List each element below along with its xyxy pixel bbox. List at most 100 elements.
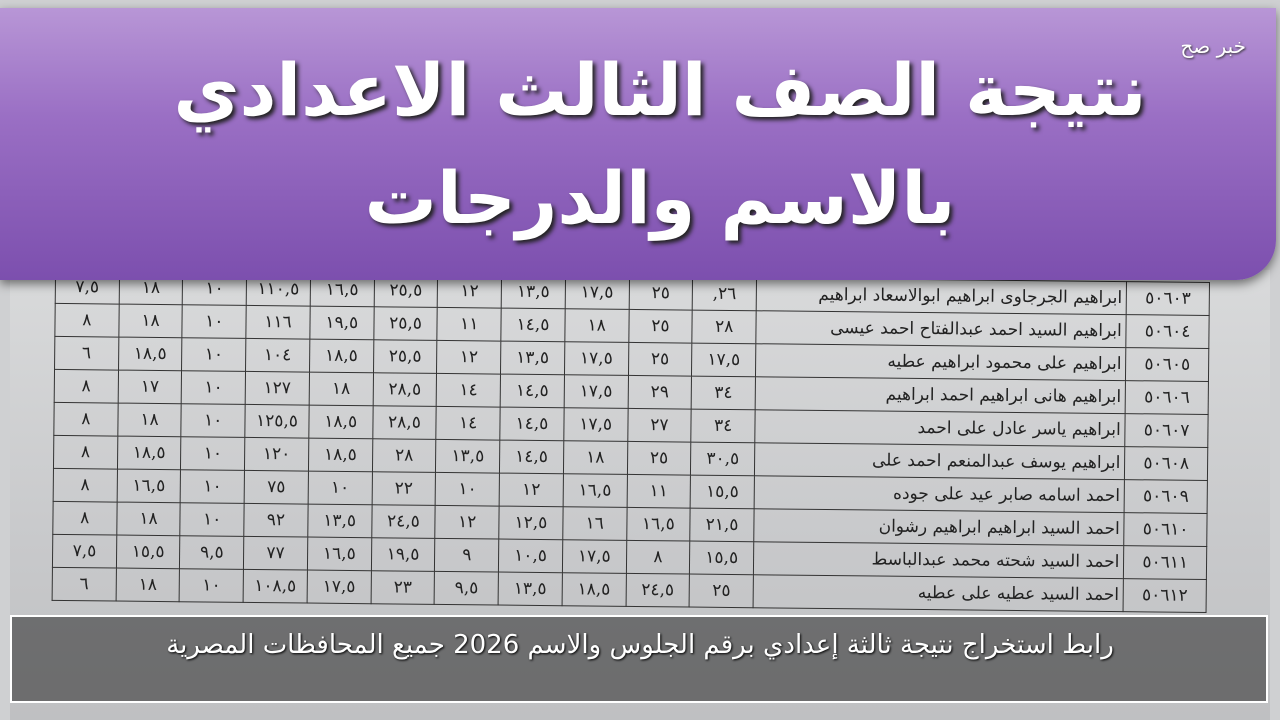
score-cell: ١٧,٥ [565,275,630,310]
score-cell: ١٠ [180,469,245,504]
score-cell: ٢٨,٥ [372,372,437,407]
score-cell: ١٢ [435,505,500,540]
score-cell: ١٣,٥ [501,275,566,309]
score-cell: ٢٥ [627,441,692,476]
score-cell: ١٢٥,٥ [244,404,310,439]
score-cell: ١٧,٥ [564,341,629,376]
score-cell: ١٨,٥ [309,339,374,373]
score-cell: ٩ [434,538,499,573]
score-cell: ٢٣ [370,570,435,605]
score-cell: ١٠,٥ [498,539,563,573]
seat-number: ٥٠٦٠٤ [1126,314,1210,349]
score-cell: ١٥,٥ [689,541,754,575]
seat-number: ٥٠٦٠٩ [1124,479,1208,514]
score-cell: ١٢ [499,473,564,507]
score-cell: ١٠ [181,337,246,372]
score-cell: ١٠ [181,403,246,438]
score-cell: ٢٥ [628,309,693,344]
score-cell: ١٦ [562,506,627,541]
score-cell: ١٠٨,٥ [243,569,308,604]
score-cell: ٣٤ [691,409,756,443]
score-cell: ٨ [53,402,118,437]
score-cell: ١١ [437,307,502,342]
seat-number: ٥٠٦٠٣ [1126,281,1210,316]
score-cell: ١٤,٥ [500,308,566,342]
score-cell: ١٧,٥ [563,374,629,409]
student-name: احمد السيد ابراهيم ابراهيم رشوان [753,508,1125,546]
student-name: احمد السيد شحته محمد عبدالباسط [753,541,1125,579]
score-cell: ١٤,٥ [499,440,564,474]
score-cell: ١٣,٥ [500,341,565,375]
grades-table: ٥٠٦٠٣ ابراهيم الجرجاوى ابراهيم ابوالاسعاد… [52,270,1210,613]
watermark: خبر صح [1180,34,1246,58]
score-cell: ٩٢ [243,503,309,538]
score-cell: ١٧ [117,370,182,404]
score-cell: ٢٥,٥ [373,306,438,341]
score-cell: ٢٨ [692,310,757,344]
student-name: ابراهيم على محمود ابراهيم عطيه [755,343,1127,381]
score-cell: ١٥,٥ [690,475,755,509]
seat-number: ٥٠٦٠٨ [1124,446,1208,481]
score-cell: ٨ [53,435,118,470]
score-cell: ٢٥,٥ [373,339,438,374]
score-cell: ٨ [625,540,691,575]
score-cell: ٨ [54,303,119,338]
score-cell: ١٠ [182,304,247,339]
score-cell: ٧٧ [243,536,308,571]
score-cell: ٢٥ [689,574,754,608]
title-banner: خبر صح نتيجة الصف الثالث الاعدادي بالاسم… [0,8,1276,280]
score-cell: ١٣,٥ [307,504,372,538]
score-cell: ١٠ [435,472,500,507]
score-cell: ١٨,٥ [308,405,373,439]
score-cell: ١٠ [181,370,246,405]
score-cell: ١٠ [179,568,244,603]
score-cell: ١٠ [180,436,245,471]
student-name: ابراهيم هانى ابراهيم احمد ابراهيم [755,376,1126,414]
title-line: نتيجة الصف الثالث الاعدادي [173,48,1147,132]
score-cell: ١٧,٥ [563,407,628,442]
student-name: احمد اسامه صابر عيد على جوده [754,475,1125,513]
score-cell: ١٨ [115,568,180,602]
score-cell: ١٢,٥ [498,506,563,540]
score-cell: ١٠٤ [245,338,310,373]
score-cell: ٨ [54,369,119,404]
seat-number: ٥٠٦١١ [1123,545,1207,580]
score-cell: ١٤ [436,373,501,408]
score-cell: ٢٨ [372,438,437,473]
score-cell: ٩,٥ [434,571,499,606]
student-name: ابراهيم السيد احمد عبدالفتاح احمد عيسى [755,310,1127,348]
score-cell: ١١٦ [245,305,311,340]
score-cell: ١٨ [564,308,629,343]
score-cell: ٢٥ [628,342,693,377]
score-cell: ١٨ [118,304,183,338]
score-cell: ١٨,٥ [308,438,373,472]
score-cell: ٦ [54,336,119,371]
table-body: ٥٠٦٠٣ ابراهيم الجرجاوى ابراهيم ابوالاسعاد… [52,270,1210,613]
score-cell: ١٦,٥ [626,507,691,542]
score-cell: ٢٦, [692,277,757,311]
score-cell: ٧٥ [244,470,309,505]
score-cell: ١١ [626,474,691,509]
score-cell: ١٣,٥ [498,572,563,606]
score-cell: ١٢٧ [245,371,310,406]
score-cell: ١٠ [180,502,245,537]
score-cell: ١٦,٥ [562,473,628,508]
score-cell: ٨ [52,501,117,536]
score-cell: ١٥,٥ [116,535,181,569]
score-cell: ١٦,٥ [307,537,372,571]
score-cell: ٢٧ [627,408,692,443]
score-cell: ١٩,٥ [309,306,374,340]
score-cell: ٢٤,٥ [625,573,690,608]
seat-number: ٥٠٦٠٦ [1125,380,1209,415]
score-cell: ١٣,٥ [435,439,500,474]
score-cell: ٢٨,٥ [372,405,437,440]
score-cell: ٣٠,٥ [690,442,755,476]
score-cell: ٢٩ [627,375,692,410]
score-cell: ١٢٠ [244,437,309,472]
score-cell: ٧,٥ [52,534,117,569]
score-cell: ١٧,٥ [691,343,756,377]
score-cell: ١٨,٥ [117,436,182,470]
score-cell: ١٠ [308,471,373,505]
score-cell: ٢٥ [628,276,693,311]
